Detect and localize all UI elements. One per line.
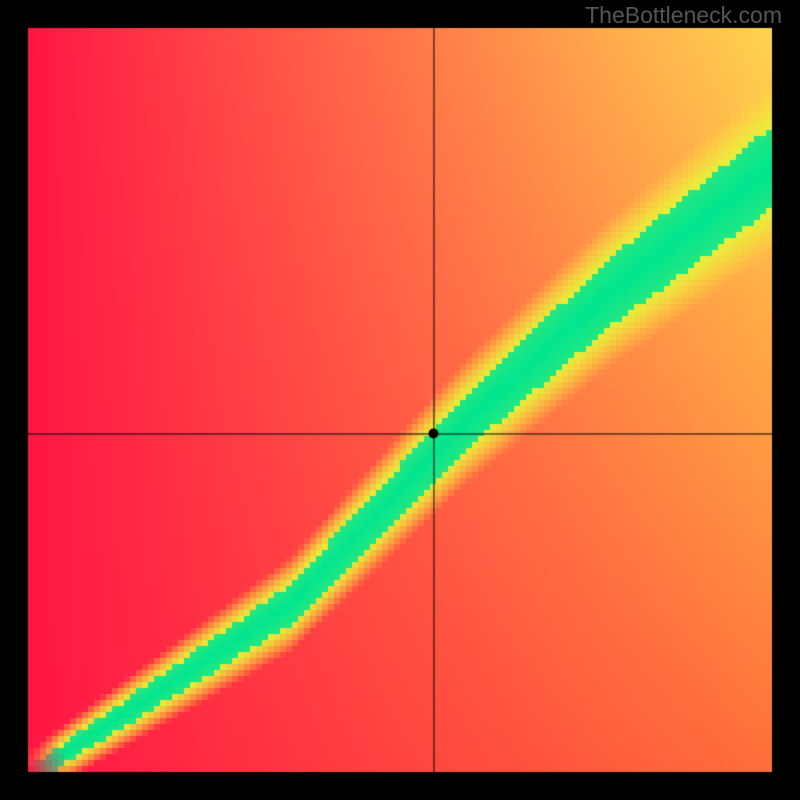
watermark-text: TheBottleneck.com: [585, 2, 782, 29]
bottleneck-heatmap: [0, 0, 800, 800]
chart-container: TheBottleneck.com: [0, 0, 800, 800]
